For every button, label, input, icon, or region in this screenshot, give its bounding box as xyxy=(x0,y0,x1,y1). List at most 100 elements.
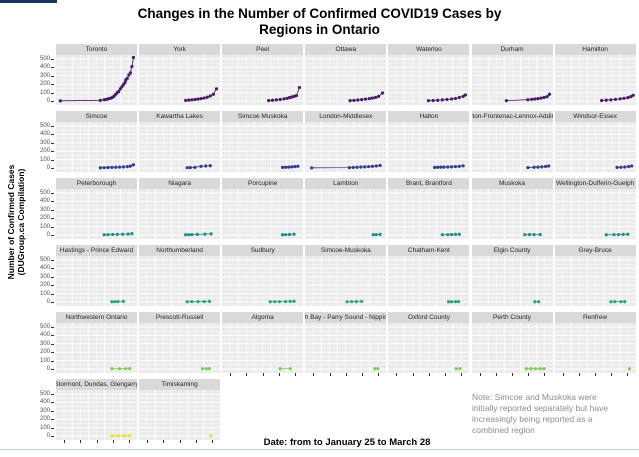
facet-strip-label: Northumberland xyxy=(139,245,221,256)
y-tick-mark xyxy=(51,394,54,395)
data-point xyxy=(187,98,191,102)
facet-grey-bruce: Grey-Bruce xyxy=(554,245,636,306)
facet-niagara: Niagara xyxy=(139,178,221,239)
facet-toronto: Toronto 0 100 200 300 400 500 xyxy=(40,44,137,105)
y-tick-mark xyxy=(51,134,54,136)
y-tick-mark xyxy=(51,276,54,278)
y-tick-mark xyxy=(51,101,54,102)
x-tick-mark xyxy=(512,373,513,376)
y-tick-mark xyxy=(51,285,54,287)
y-tick-label: 0 xyxy=(46,98,50,104)
facet-panel xyxy=(471,189,553,239)
y-tick-label: 500 xyxy=(39,123,50,129)
facet-panel xyxy=(388,122,470,172)
data-point xyxy=(458,164,462,168)
y-axis-ticks: 0 100 200 300 400 500 xyxy=(30,256,54,306)
facet-strip-label: Brant, Brantford xyxy=(388,178,470,189)
data-point xyxy=(431,98,436,103)
facet-strip-label: York xyxy=(139,44,221,55)
y-tick-label: 500 xyxy=(39,324,50,330)
data-point xyxy=(543,164,547,169)
facet-strip-label: Simcoe Muskoka xyxy=(222,111,304,122)
facet-plot xyxy=(554,55,636,105)
data-point xyxy=(130,64,134,69)
facet-plot xyxy=(56,323,137,373)
facet-panel xyxy=(139,323,221,373)
x-tick-mark xyxy=(278,373,280,376)
facet-panel xyxy=(139,189,221,239)
data-point xyxy=(436,165,440,169)
y-tick-label: 100 xyxy=(39,156,50,163)
facet-plot xyxy=(471,122,553,172)
facet-strip-label: Algoma xyxy=(222,312,304,323)
data-point xyxy=(130,232,134,236)
x-tick-mark xyxy=(230,373,232,376)
data-point xyxy=(447,300,451,304)
data-point xyxy=(457,299,461,304)
data-point xyxy=(352,98,356,102)
bottom-border-line xyxy=(0,449,639,450)
data-point xyxy=(613,97,617,102)
data-point xyxy=(202,299,206,304)
y-tick-label: 0 xyxy=(46,433,50,439)
data-point xyxy=(458,232,462,236)
facet-plot xyxy=(388,323,470,373)
facet-strip-label: Halton xyxy=(388,111,470,122)
data-point xyxy=(445,97,449,102)
data-point xyxy=(125,76,129,80)
y-tick-label: 300 xyxy=(39,273,50,280)
facet-strip-label: Lambton xyxy=(305,178,387,189)
y-axis-ticks: 0 100 200 300 400 500 xyxy=(30,390,54,440)
data-point xyxy=(355,165,359,169)
facet-panel xyxy=(305,256,387,306)
data-point xyxy=(351,165,356,170)
data-point xyxy=(121,165,126,169)
data-point xyxy=(278,97,282,102)
facet-kawartha-lakes: Kawartha Lakes xyxy=(139,111,221,172)
data-point xyxy=(458,95,462,100)
y-tick-mark xyxy=(51,226,54,228)
facet-strip-label: Perth County xyxy=(471,312,553,323)
facet-strip-label: Grey-Bruce xyxy=(554,245,636,256)
facet-panel xyxy=(471,122,553,172)
x-tick-mark xyxy=(611,373,613,376)
facet-strip-label: Toronto xyxy=(56,44,137,55)
x-tick-mark xyxy=(578,373,580,376)
y-tick-mark xyxy=(51,360,54,362)
data-point xyxy=(628,95,633,99)
facet-strip-label: Ottawa xyxy=(305,44,387,55)
data-point xyxy=(608,300,613,304)
data-point xyxy=(118,367,122,371)
facet-strip-label: Elgin County xyxy=(471,245,553,256)
data-point xyxy=(454,300,458,304)
facet-plot xyxy=(56,189,137,239)
data-point xyxy=(190,98,194,102)
data-point xyxy=(125,165,129,169)
data-point xyxy=(612,300,616,304)
data-point xyxy=(504,99,508,103)
y-tick-label: 100 xyxy=(39,290,50,297)
data-point xyxy=(267,98,271,103)
facet-panel xyxy=(554,122,636,172)
facet-strip-label: Simcoe-Muskoka xyxy=(305,245,387,256)
facet-panel xyxy=(388,189,470,239)
facet-plot xyxy=(305,323,387,373)
data-point xyxy=(546,164,550,168)
data-point xyxy=(131,55,136,60)
facet-panel xyxy=(139,390,221,440)
data-point xyxy=(522,233,526,237)
data-point xyxy=(204,164,208,168)
x-tick-mark xyxy=(195,440,197,443)
y-tick-mark xyxy=(51,293,54,295)
x-tick-mark xyxy=(396,373,398,376)
facet-strip-label: Muskoka xyxy=(471,178,553,189)
facet-plot xyxy=(222,189,304,239)
facet-panel xyxy=(471,323,553,373)
data-point xyxy=(122,434,126,438)
x-tick-mark xyxy=(461,373,463,376)
data-point xyxy=(427,99,431,103)
y-tick-label: 200 xyxy=(39,81,50,88)
facet-hamilton: Hamilton xyxy=(554,44,636,105)
data-point xyxy=(114,165,118,169)
